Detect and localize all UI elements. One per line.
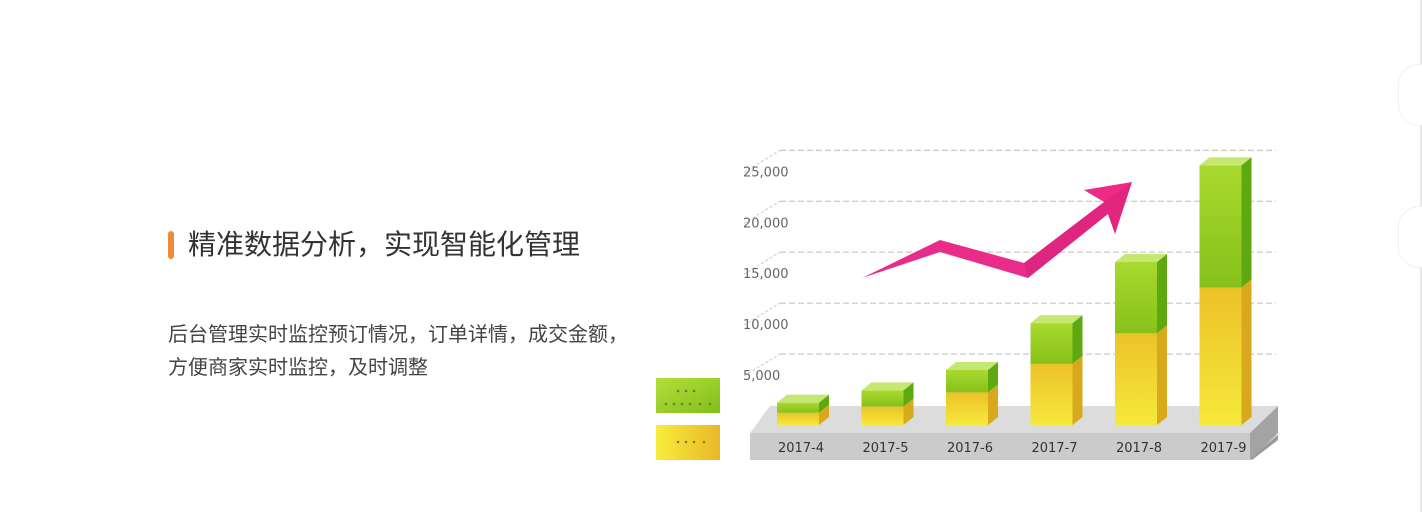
bar-segment-green-top xyxy=(1115,254,1167,263)
bar-segment-green-side xyxy=(1072,315,1083,364)
gridline-depth xyxy=(743,302,781,326)
bar-segment-green-front xyxy=(1199,165,1242,288)
base-platform-top xyxy=(750,406,1278,433)
chart-grid: 5,000 10,000 15,000 20,000 25,000 xyxy=(743,149,1276,384)
category-labels: 2017-4 2017-5 2017-6 2017-7 2017-8 2017-9 xyxy=(778,441,1247,456)
side-scroll-tab[interactable] xyxy=(1398,64,1422,126)
gridline-depth xyxy=(743,353,781,377)
gridline-depth xyxy=(743,200,781,224)
feature-heading: 精准数据分析，实现智能化管理 xyxy=(168,228,580,262)
base-front-face xyxy=(750,433,1250,460)
y-tick-label: 10,000 xyxy=(743,318,789,333)
revenue-chart: 5,000 10,000 15,000 20,000 25,000 2017-4 2017… xyxy=(640,130,1300,480)
bar-segment-yellow-side xyxy=(988,384,998,425)
bar-segment-yellow-front xyxy=(777,412,819,425)
x-tick-label: 2017-6 xyxy=(947,441,993,456)
legend-dots-yellow xyxy=(676,440,706,444)
base-platform-side xyxy=(1250,406,1278,460)
trend-arrow-shade xyxy=(1024,182,1132,278)
bar-segment-green-side xyxy=(988,362,998,393)
heading-accent-bar xyxy=(168,231,174,259)
bar-segment-green-front xyxy=(1030,323,1073,364)
bar-segment-yellow-front xyxy=(1115,333,1157,425)
bar-segment-yellow-side xyxy=(1072,355,1083,425)
bar-segment-yellow-side xyxy=(1241,279,1252,425)
legend-swatch-yellow xyxy=(656,425,720,460)
legend-swatch-green xyxy=(656,378,720,413)
x-tick-label: 2017-9 xyxy=(1200,441,1246,456)
x-tick-label: 2017-8 xyxy=(1116,441,1162,456)
chart-bars xyxy=(777,157,1252,425)
bar-segment-green-side xyxy=(903,382,914,407)
bar-segment-green-side xyxy=(1157,254,1167,334)
x-tick-label: 2017-4 xyxy=(778,441,824,456)
bar-segment-green-top xyxy=(861,382,914,391)
trend-arrow-shape xyxy=(862,182,1132,278)
bar-segment-green-front xyxy=(1115,262,1157,334)
side-scroll-tab[interactable] xyxy=(1398,206,1422,268)
legend-dots-green xyxy=(664,389,712,406)
x-tick-label: 2017-5 xyxy=(862,441,908,456)
bar-segment-yellow-side xyxy=(819,404,829,425)
y-tick-label: 5,000 xyxy=(743,369,780,384)
y-tick-label: 25,000 xyxy=(743,165,789,180)
y-tick-label: 15,000 xyxy=(743,267,789,282)
bar-segment-yellow-side xyxy=(903,398,914,425)
bar-segment-green-top xyxy=(1030,315,1083,324)
bar-segment-green-front xyxy=(946,370,988,393)
bar-segment-yellow-front xyxy=(861,406,904,425)
y-tick-label: 20,000 xyxy=(743,216,789,231)
bar-segment-green-top xyxy=(946,362,998,370)
gridline-depth xyxy=(743,149,781,173)
bar-segment-green-side xyxy=(1241,157,1252,288)
bar-segment-green-front xyxy=(861,390,904,407)
gridline-depth xyxy=(743,251,781,275)
bar-segment-green-top xyxy=(1199,157,1252,166)
base-side-face xyxy=(1250,435,1278,460)
bar-segment-green-side xyxy=(819,394,829,413)
trend-arrow-icon xyxy=(862,182,1132,278)
bar-segment-yellow-front xyxy=(1030,363,1073,425)
bar-segment-green-top xyxy=(777,394,829,403)
chart-legend xyxy=(656,378,720,460)
feature-title: 精准数据分析，实现智能化管理 xyxy=(188,228,581,261)
bar-segment-green-front xyxy=(777,402,819,413)
bar-segment-yellow-front xyxy=(1199,287,1242,425)
x-tick-label: 2017-7 xyxy=(1031,441,1077,456)
chart-base xyxy=(750,406,1278,460)
bar-segment-yellow-side xyxy=(1157,325,1167,425)
bar-segment-yellow-front xyxy=(946,392,988,425)
feature-description: 后台管理实时监控预订情况，订单详情，成交金额，方便商家实时监控，及时调整 xyxy=(168,322,628,379)
